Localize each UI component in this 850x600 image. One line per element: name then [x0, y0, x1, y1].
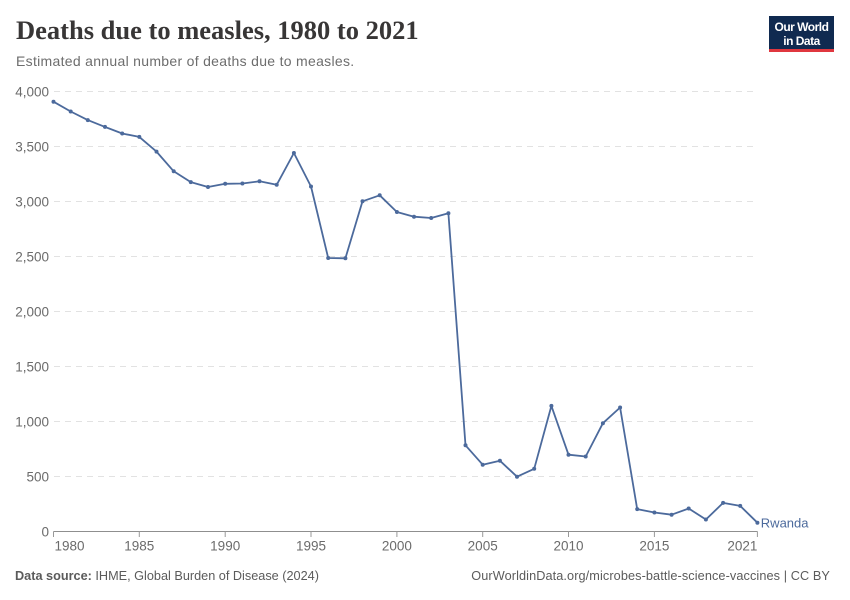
svg-text:3,500: 3,500 [15, 139, 49, 154]
svg-text:2010: 2010 [553, 538, 583, 553]
svg-text:1,000: 1,000 [15, 414, 49, 429]
svg-text:3,000: 3,000 [15, 194, 49, 209]
svg-text:0: 0 [41, 524, 49, 539]
svg-text:1995: 1995 [296, 538, 326, 553]
svg-text:2,500: 2,500 [15, 249, 49, 264]
svg-text:2000: 2000 [382, 538, 412, 553]
svg-text:1990: 1990 [210, 538, 240, 553]
svg-text:2,000: 2,000 [15, 304, 49, 319]
svg-text:Rwanda: Rwanda [761, 516, 809, 531]
svg-text:2015: 2015 [639, 538, 669, 553]
svg-text:1,500: 1,500 [15, 359, 49, 374]
svg-text:1985: 1985 [124, 538, 154, 553]
svg-text:500: 500 [26, 469, 49, 484]
svg-text:2021: 2021 [727, 538, 757, 553]
svg-text:1980: 1980 [55, 538, 85, 553]
svg-text:2005: 2005 [468, 538, 498, 553]
svg-text:4,000: 4,000 [15, 84, 49, 99]
